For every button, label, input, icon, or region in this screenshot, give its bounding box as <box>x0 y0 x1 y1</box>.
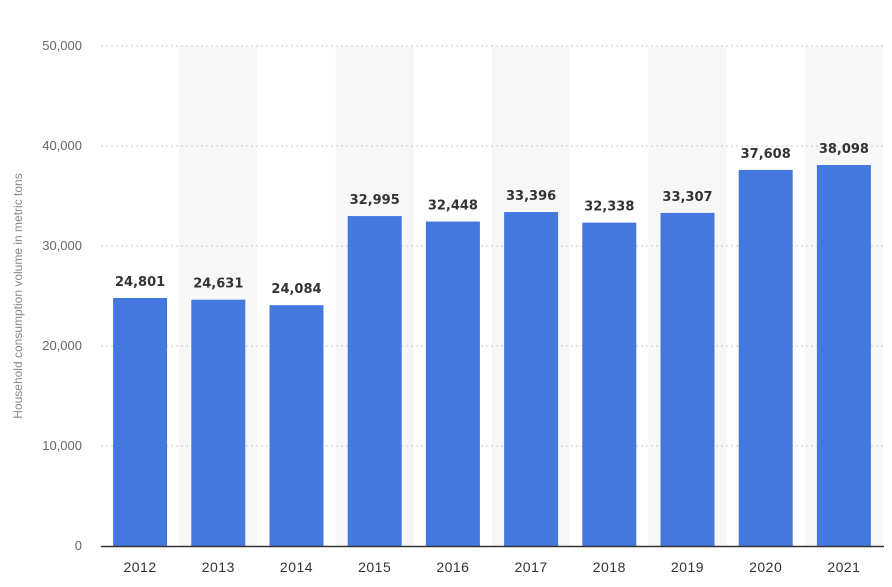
x-tick-label: 2016 <box>436 559 469 575</box>
data-label: 33,396 <box>506 189 556 204</box>
y-tick-label: 50,000 <box>42 38 82 53</box>
data-label: 32,448 <box>428 199 478 214</box>
y-tick-label: 30,000 <box>42 238 82 253</box>
bar-2020[interactable] <box>738 169 793 547</box>
data-label: 38,098 <box>819 142 869 157</box>
x-tick-label: 2021 <box>827 559 860 575</box>
data-label: 24,631 <box>193 277 243 292</box>
bar-2015[interactable] <box>347 216 402 547</box>
bar-2013[interactable] <box>191 299 246 546</box>
x-tick-label: 2018 <box>593 559 626 575</box>
x-tick-label: 2015 <box>358 559 391 575</box>
data-label: 32,995 <box>350 193 400 208</box>
bar-2017[interactable] <box>504 212 559 547</box>
data-label: 24,084 <box>271 282 321 297</box>
data-label: 32,338 <box>584 200 634 215</box>
x-axis-ticks: 2012 2013 2014 2015 2016 2017 2018 2019 2020 2021 <box>124 559 860 575</box>
bar-2018[interactable] <box>582 222 637 546</box>
bar-2014[interactable] <box>269 305 324 546</box>
bar-2019[interactable] <box>660 212 715 546</box>
bar-2021[interactable] <box>816 165 871 546</box>
x-tick-label: 2014 <box>280 559 313 575</box>
y-tick-label: 20,000 <box>42 338 82 353</box>
y-tick-label: 10,000 <box>42 438 82 453</box>
data-label: 24,801 <box>115 275 165 290</box>
y-axis-ticks: 0 10,000 20,000 30,000 40,000 50,000 <box>42 38 82 553</box>
y-tick-label: 0 <box>75 538 82 553</box>
x-tick-label: 2020 <box>749 559 782 575</box>
data-labels: 24,801 24,631 24,084 32,995 32,448 33,396 32,3… <box>115 142 869 297</box>
y-tick-label: 40,000 <box>42 138 82 153</box>
bar-2016[interactable] <box>425 221 480 546</box>
x-tick-label: 2012 <box>124 559 157 575</box>
bars <box>113 165 871 547</box>
x-tick-label: 2019 <box>671 559 704 575</box>
y-axis-label: Household consumption volume in metric t… <box>11 173 25 418</box>
x-tick-label: 2017 <box>515 559 548 575</box>
data-label: 37,608 <box>741 147 791 162</box>
bar-2012[interactable] <box>113 297 168 546</box>
x-tick-label: 2013 <box>202 559 235 575</box>
data-label: 33,307 <box>662 190 712 205</box>
